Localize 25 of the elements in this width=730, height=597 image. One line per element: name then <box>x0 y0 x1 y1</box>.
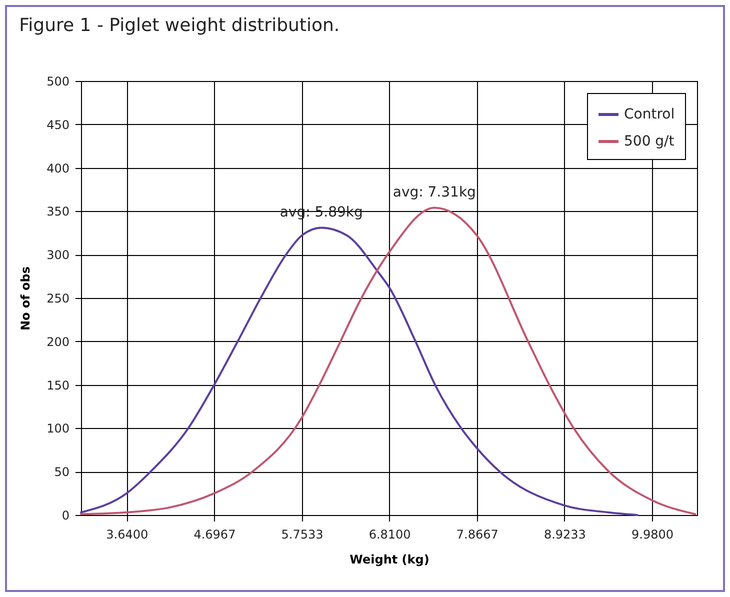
y-tick-label: 250 <box>46 292 70 306</box>
x-axis-title: Weight (kg) <box>350 552 430 566</box>
legend-label: 500 g/t <box>624 134 675 150</box>
y-axis-title: No of obs <box>18 266 33 331</box>
y-tick-label: 0 <box>62 508 70 522</box>
annotation: avg: 7.31kg <box>392 184 476 201</box>
y-tick-label: 300 <box>46 248 70 262</box>
legend-label: Control <box>624 106 675 122</box>
y-tick-label: 450 <box>46 118 70 132</box>
y-tick-label: 500 <box>46 74 70 88</box>
y-tick-label: 350 <box>46 204 70 219</box>
x-tick-label: 7.8667 <box>456 528 498 542</box>
y-tick-label: 400 <box>46 161 70 176</box>
x-tick-label: 8.9233 <box>544 528 586 542</box>
x-tick-label: 5.7533 <box>281 528 324 542</box>
line-series <box>80 226 638 516</box>
x-tick-label: 3.6400 <box>106 528 148 542</box>
y-tick-label: 50 <box>54 465 70 480</box>
x-tick-label: 6.8100 <box>368 528 411 542</box>
y-tick-label: 200 <box>46 334 70 349</box>
chart-title: Figure 1 - Piglet weight distribution. <box>19 15 340 36</box>
y-tick-label: 100 <box>46 422 70 436</box>
x-tick-label: 4.6967 <box>194 528 236 542</box>
y-tick-label: 150 <box>46 378 70 392</box>
x-tick-label: 9.9800 <box>632 528 674 542</box>
